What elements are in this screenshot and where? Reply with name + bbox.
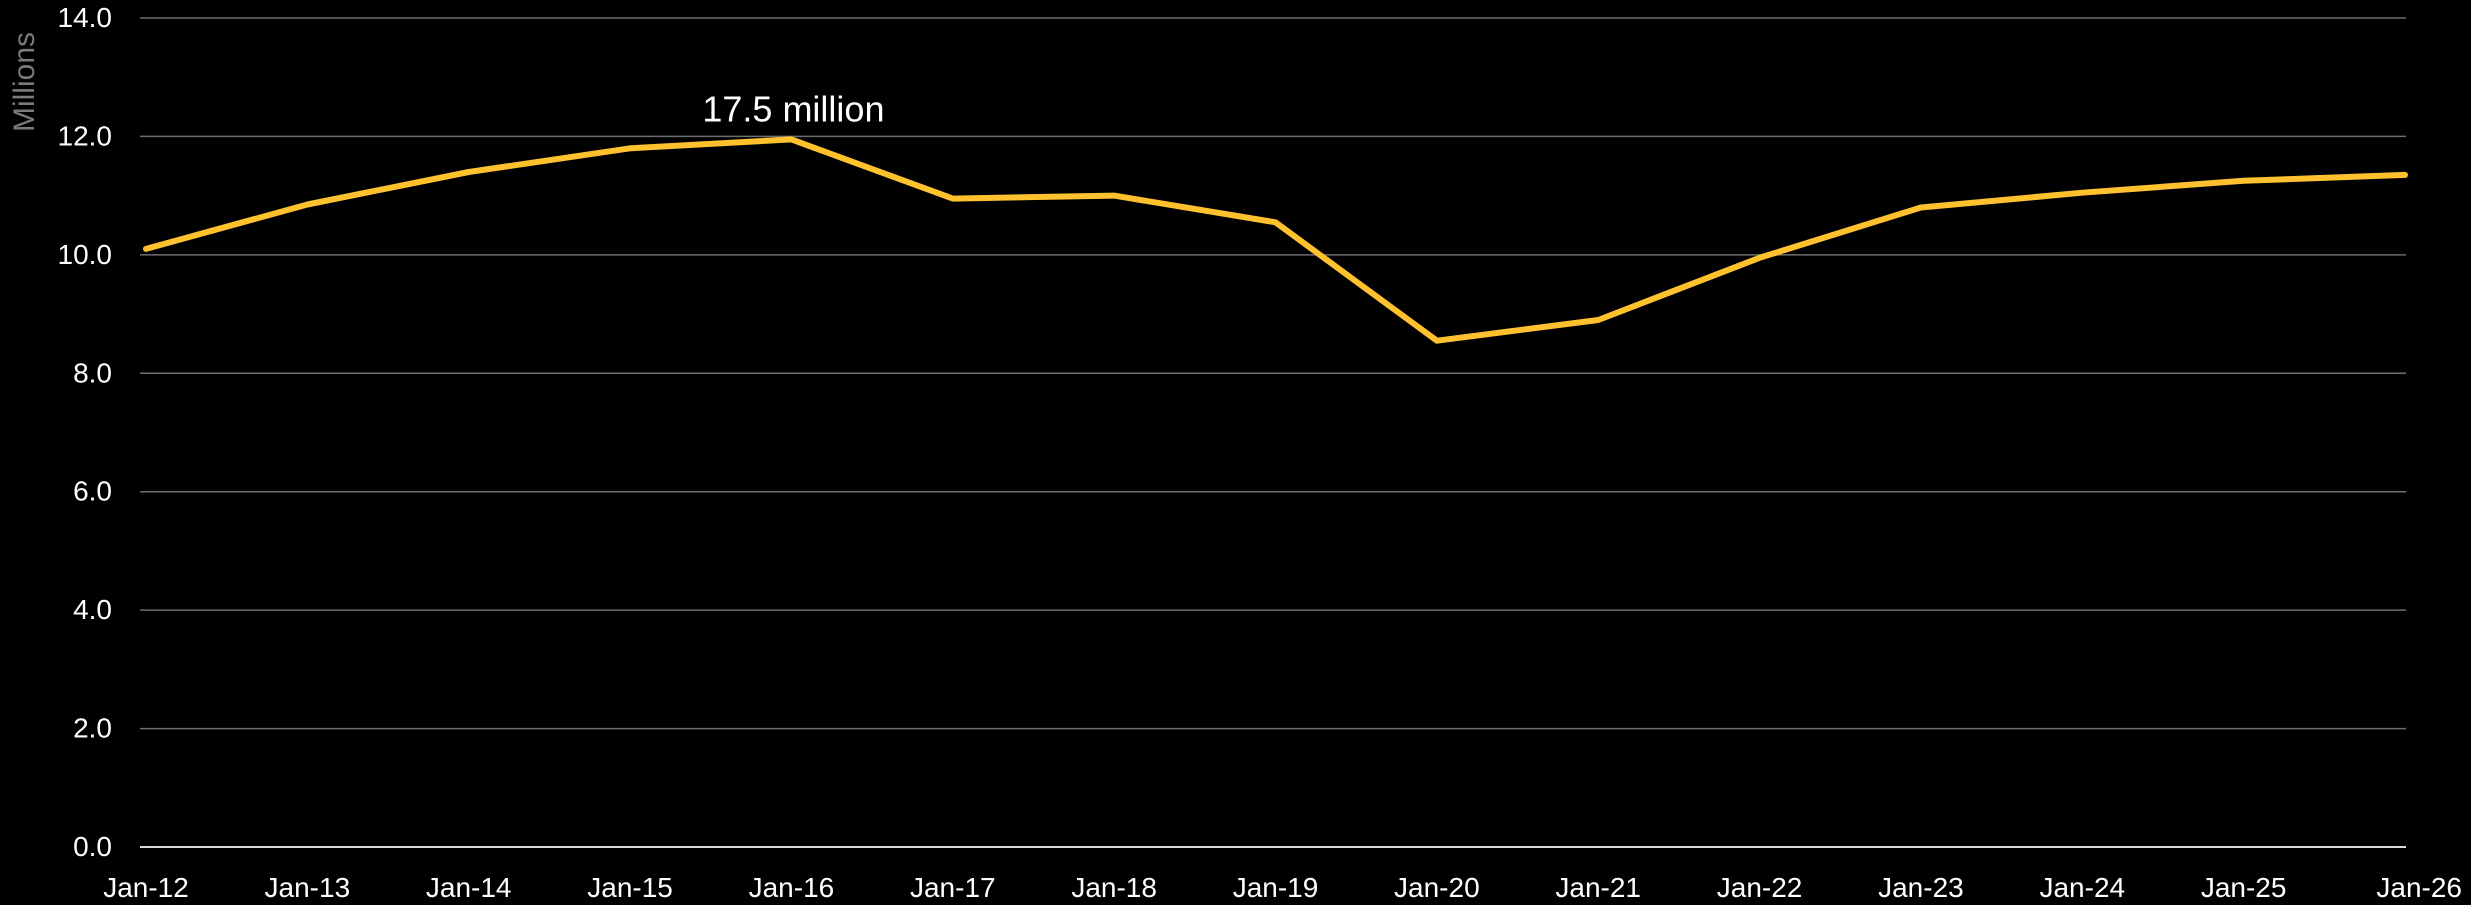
gridlines: [140, 17, 2406, 848]
x-tick-label: Jan-14: [426, 872, 512, 903]
x-tick-label: Jan-13: [265, 872, 351, 903]
x-tick-label: Jan-18: [1071, 872, 1157, 903]
y-axis-label: Millions: [8, 32, 41, 132]
x-tick-label: Jan-23: [1878, 872, 1964, 903]
y-tick-label: 6.0: [73, 476, 112, 507]
x-tick-label: Jan-22: [1717, 872, 1803, 903]
y-tick-label: 0.0: [73, 831, 112, 862]
x-tick-label: Jan-16: [749, 872, 835, 903]
x-tick-label: Jan-24: [2039, 872, 2125, 903]
x-tick-label: Jan-20: [1394, 872, 1480, 903]
x-tick-label: Jan-26: [2376, 872, 2462, 903]
x-tick-label: Jan-19: [1233, 872, 1319, 903]
series-line: [143, 136, 2408, 344]
y-tick-label: 4.0: [73, 594, 112, 625]
peak-annotation: 17.5 million: [702, 88, 884, 129]
y-tick-label: 10.0: [58, 239, 113, 270]
x-axis-ticks: Jan-12 Jan-13 Jan-14 Jan-15 Jan-16 Jan-17 Jan-…: [103, 872, 2462, 903]
x-tick-label: Jan-17: [910, 872, 996, 903]
x-tick-label: Jan-15: [587, 872, 673, 903]
y-axis-ticks: 0.0 2.0 4.0 6.0 8.0 10.0 12.0 14.0: [58, 2, 113, 862]
x-tick-label: Jan-12: [103, 872, 189, 903]
x-tick-label: Jan-21: [1555, 872, 1641, 903]
series-layer: [143, 136, 2408, 344]
x-tick-label: Jan-25: [2201, 872, 2287, 903]
y-tick-label: 12.0: [58, 120, 113, 151]
y-tick-label: 2.0: [73, 713, 112, 744]
y-tick-label: 8.0: [73, 357, 112, 388]
y-tick-label: 14.0: [58, 2, 113, 33]
